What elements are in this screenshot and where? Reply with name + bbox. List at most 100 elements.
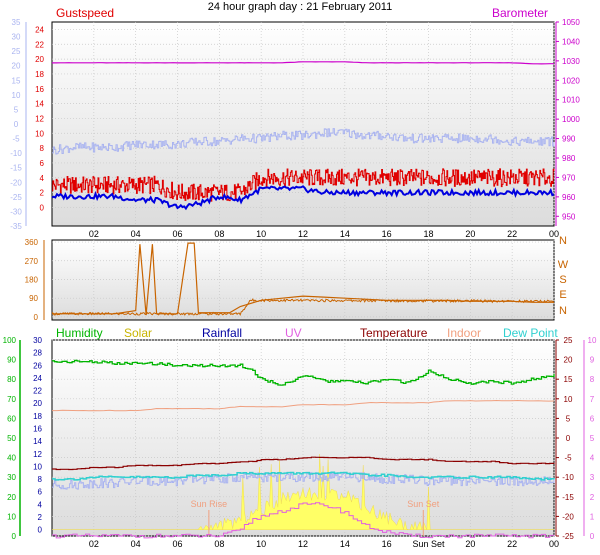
p1-baro-tick-label: 1050 [562, 18, 580, 27]
p3-uv-tick-label: 2 [590, 493, 595, 502]
panel1-marks: 02 04 06 08 10 12 14 16 18 20 22 00-35-30-25-20-15-… [10, 18, 580, 239]
p1-outer-tick-label: 25 [12, 47, 21, 56]
p3-secondary-tick-label: 0 [38, 526, 43, 535]
series-wind-direction-line [51, 298, 555, 317]
p3-x-tick-label: 08 [214, 539, 224, 549]
p3-uv-tick-label: 9 [590, 356, 595, 365]
p3-temperature-tick-label: -10 [562, 473, 574, 482]
p1-x-tick-label: 12 [298, 229, 308, 239]
p1-gust-tick-label: 20 [35, 55, 44, 64]
p1-gust-tick-label: 0 [40, 203, 45, 212]
p3-secondary-tick-label: 12 [33, 450, 42, 459]
p3-secondary-tick-label: 6 [38, 488, 43, 497]
legend-gustspeed: Gustspeed [56, 6, 114, 20]
p1-outer-tick-label: -35 [10, 222, 22, 231]
p1-baro-tick-label: 950 [562, 212, 576, 221]
p2-compass-label: E [559, 289, 566, 301]
p1-baro-tick-label: 1010 [562, 96, 580, 105]
legend-uv: UV [285, 326, 302, 340]
p1-baro-tick-label: 1030 [562, 57, 580, 66]
p3-x-tick-label: 22 [507, 539, 517, 549]
p2-dir-tick-label: 270 [25, 257, 39, 266]
p1-baro-tick-label: 960 [562, 193, 576, 202]
legend-humidity: Humidity [56, 326, 103, 340]
legend-rainfall: Rainfall [202, 326, 242, 340]
p3-secondary-tick-label: 4 [38, 500, 43, 509]
p1-baro-tick-label: 1020 [562, 76, 580, 85]
p3-x-tick-label: 12 [298, 539, 308, 549]
p3-uv-tick-label: 0 [590, 532, 595, 541]
p1-gust-tick-label: 6 [40, 159, 45, 168]
p1-x-tick-label: 00 [549, 229, 559, 239]
p1-outer-tick-label: -15 [10, 164, 22, 173]
p1-x-tick-label: 02 [89, 229, 99, 239]
p3-secondary-tick-label: 24 [33, 374, 42, 383]
p3-secondary-tick-label: 30 [33, 336, 42, 345]
p3-x-tick-label: 16 [382, 539, 392, 549]
series-barometer-line [52, 61, 554, 65]
p3-uv-tick-label: 3 [590, 473, 595, 482]
p1-baro-tick-label: 990 [562, 135, 576, 144]
series-indoor-line [52, 399, 555, 412]
p1-outer-tick-label: 30 [12, 33, 21, 42]
p3-secondary-tick-label: 22 [33, 387, 42, 396]
p3-temperature-tick-label: -25 [562, 532, 574, 541]
p1-x-tick-label: 22 [507, 229, 517, 239]
p3-x-tick-label: 10 [256, 539, 266, 549]
p3-temperature-tick-label: -15 [562, 493, 574, 502]
legend-dew-point: Dew Point [503, 326, 558, 340]
p3-uv-tick-label: 4 [590, 454, 595, 463]
p3-x-tick-label: 06 [172, 539, 182, 549]
p1-gust-tick-label: 22 [35, 40, 44, 49]
p1-outer-tick-label: 15 [12, 76, 21, 85]
p1-gust-tick-label: 18 [35, 70, 44, 79]
p1-baro-tick-label: 980 [562, 154, 576, 163]
p1-x-tick-label: 16 [382, 229, 392, 239]
p1-x-tick-label: 14 [340, 229, 350, 239]
p1-outer-tick-label: -30 [10, 207, 22, 216]
p1-x-tick-label: 20 [465, 229, 475, 239]
p3-secondary-tick-label: 26 [33, 361, 42, 370]
p1-gust-tick-label: 14 [35, 100, 44, 109]
sun-rise-label: Sun Rise [191, 499, 228, 509]
legend-temperature: Temperature [360, 326, 428, 340]
p3-secondary-tick-label: 20 [33, 399, 42, 408]
p3-humidity-tick-label: 50 [7, 434, 16, 443]
p3-uv-tick-label: 5 [590, 434, 595, 443]
series-humidity-line [52, 359, 555, 386]
p1-gust-tick-label: 4 [40, 174, 45, 183]
p2-compass-label: S [559, 274, 566, 286]
p3-humidity-tick-label: 60 [7, 414, 16, 423]
series-uv-line [52, 502, 555, 539]
panel3-marks: 02 04 06 08 10 12 14 16 Sun Set 20 22 0001020304050… [3, 336, 597, 549]
p1-baro-tick-label: 1000 [562, 115, 580, 124]
p3-humidity-tick-label: 40 [7, 454, 16, 463]
p1-gust-tick-label: 16 [35, 85, 44, 94]
p3-x-tick-label: 02 [89, 539, 99, 549]
legend-indoor: Indoor [447, 326, 481, 340]
p1-baro-tick-label: 970 [562, 173, 576, 182]
p1-x-tick-label: 08 [214, 229, 224, 239]
p1-x-tick-label: 18 [423, 229, 433, 239]
p3-temperature-tick-label: 20 [564, 356, 573, 365]
p3-temperature-tick-label: 10 [564, 395, 573, 404]
p1-outer-tick-label: 35 [12, 18, 21, 27]
graph-title: 24 hour graph day : 21 February 2011 [208, 1, 392, 13]
p1-outer-tick-label: 0 [14, 120, 19, 129]
p3-humidity-tick-label: 0 [12, 532, 17, 541]
p1-outer-tick-label: -5 [12, 135, 20, 144]
sun-set-label: Sun Set [407, 499, 440, 509]
p3-uv-tick-label: 7 [590, 395, 595, 404]
p3-secondary-tick-label: 2 [38, 513, 43, 522]
p1-outer-tick-label: -25 [10, 193, 22, 202]
p1-outer-tick-label: -20 [10, 178, 22, 187]
p1-gust-tick-label: 2 [40, 189, 45, 198]
series-temperature-outer-line [52, 128, 555, 155]
p3-humidity-tick-label: 20 [7, 493, 16, 502]
p1-x-tick-label: 10 [256, 229, 266, 239]
p2-dir-tick-label: 0 [34, 313, 39, 322]
p3-temperature-tick-label: 5 [566, 414, 571, 423]
p3-x-tick-label: 00 [549, 539, 559, 549]
